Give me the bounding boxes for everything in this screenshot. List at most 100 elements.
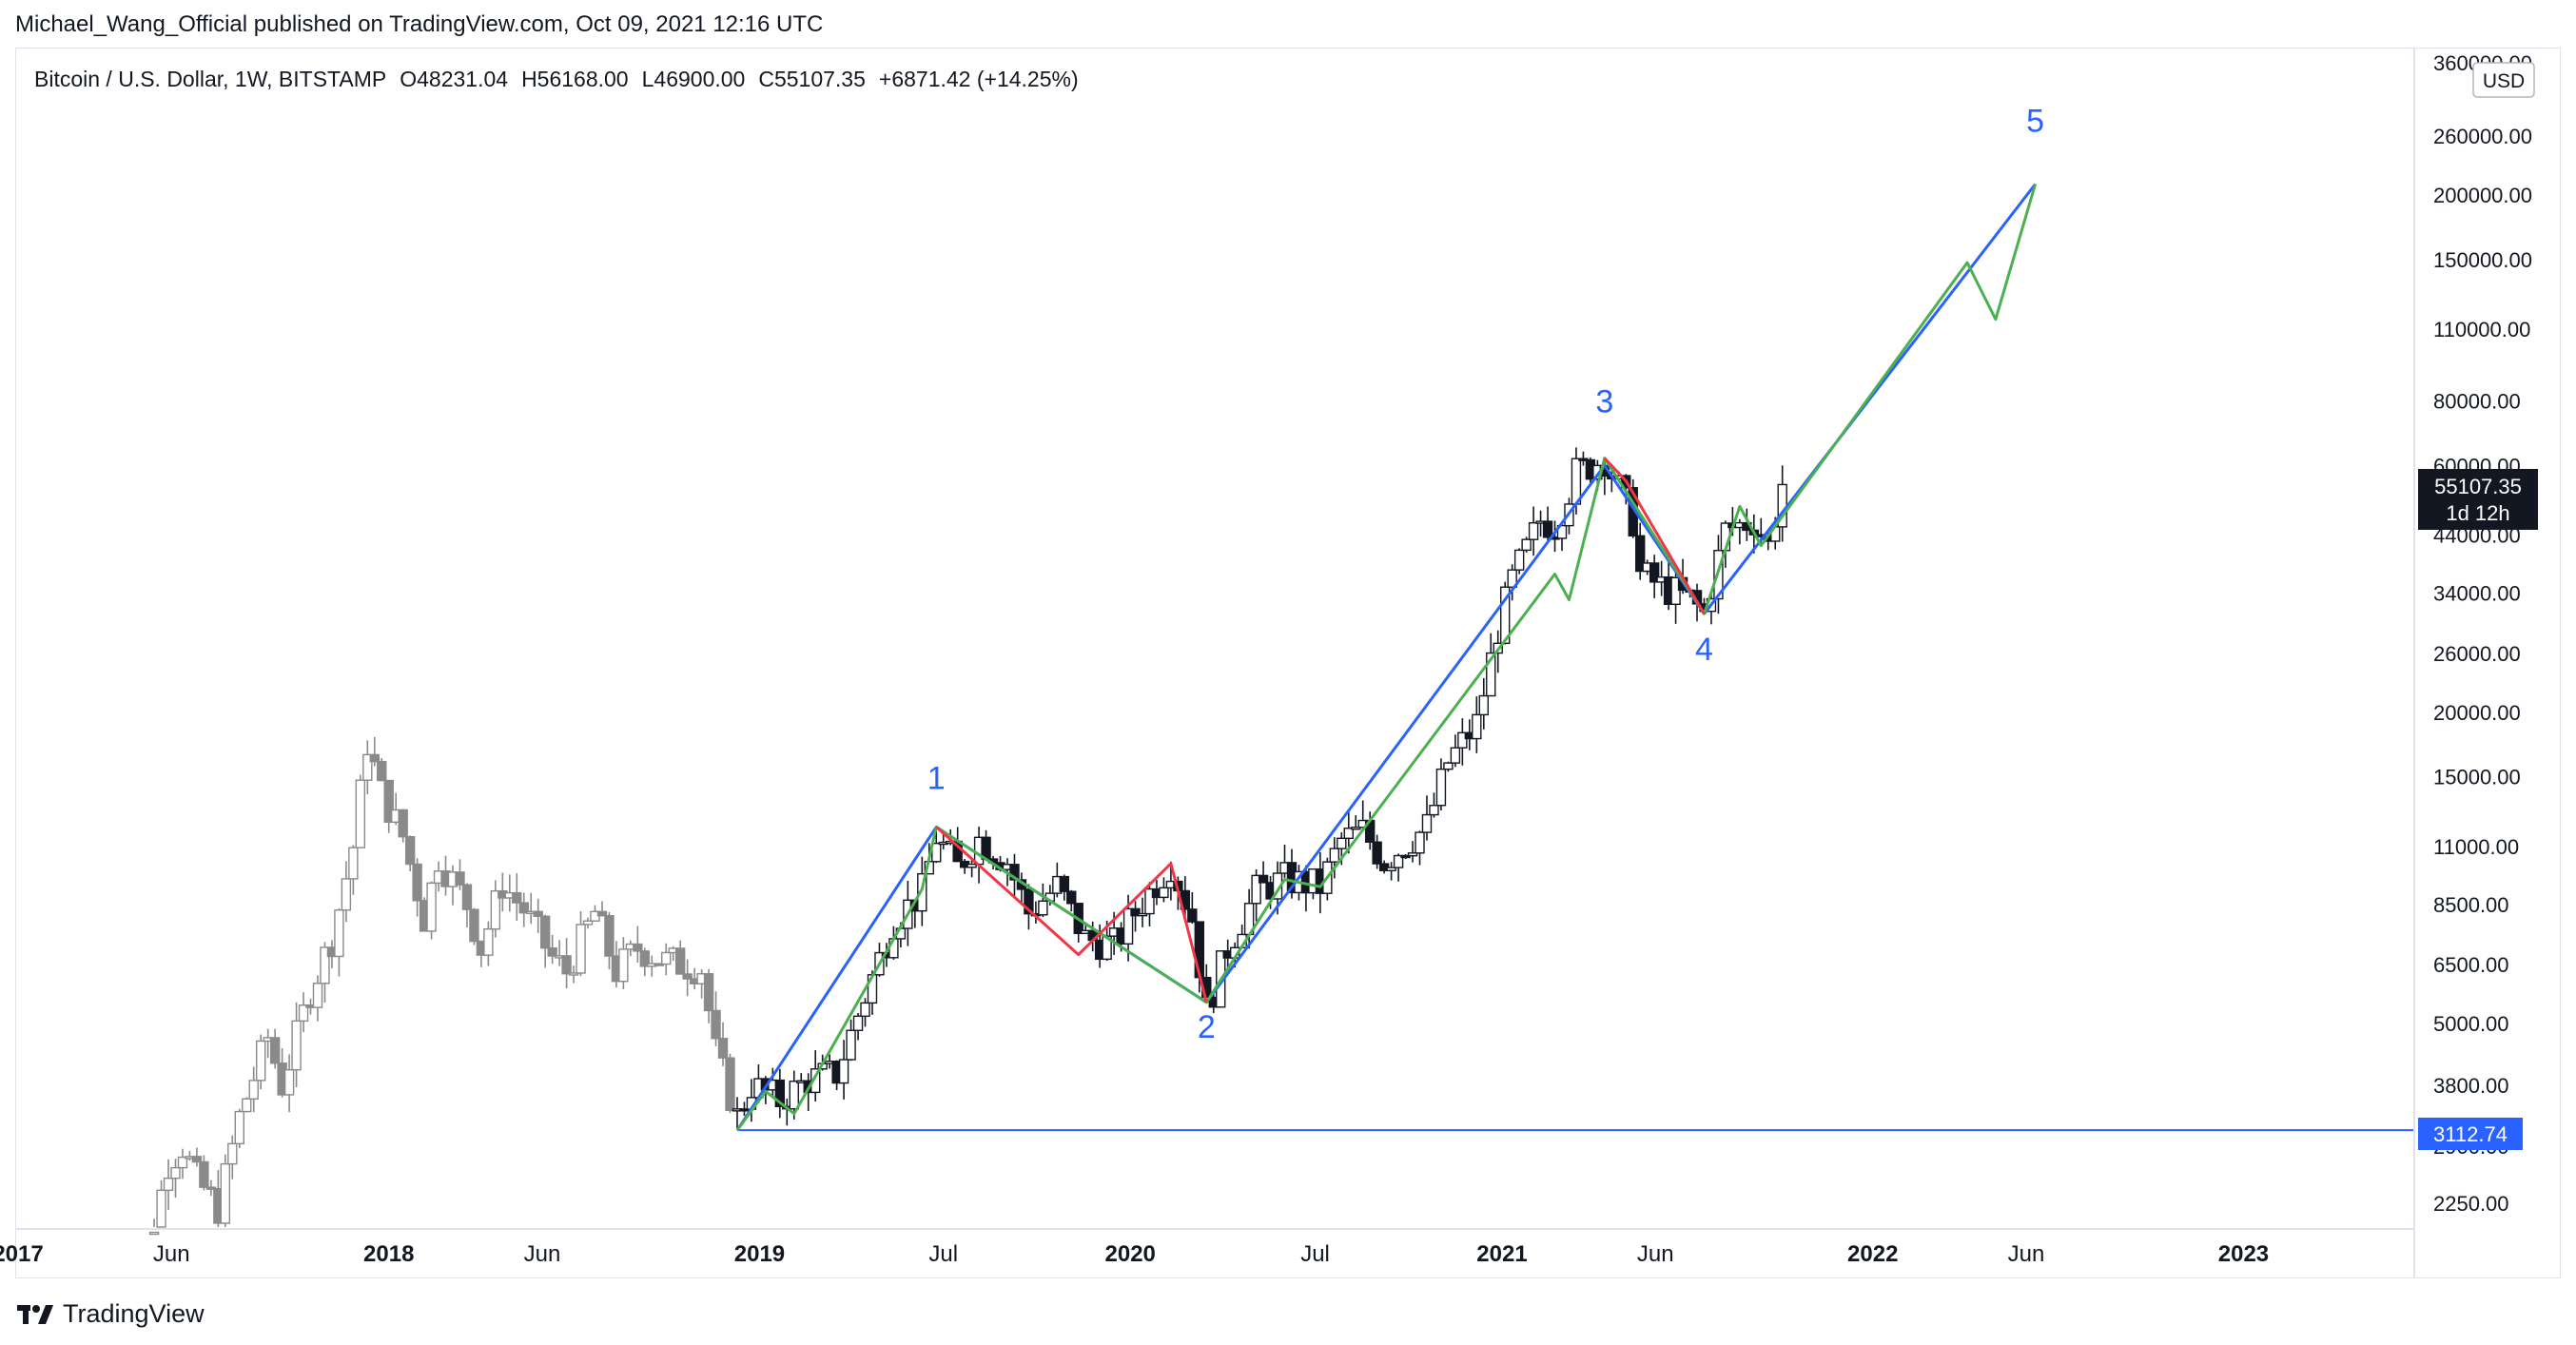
x-tick-label: 2017 xyxy=(0,1241,44,1267)
candle xyxy=(774,1068,786,1119)
candle xyxy=(490,880,501,938)
candle xyxy=(1521,536,1532,553)
y-tick-label: 20000.00 xyxy=(2433,701,2521,725)
y-tick-label: 15000.00 xyxy=(2433,766,2521,789)
candle xyxy=(576,910,586,977)
x-tick-label: 2018 xyxy=(363,1241,414,1267)
candle xyxy=(739,1101,750,1116)
candle xyxy=(320,942,330,1004)
candle xyxy=(711,991,721,1046)
x-tick-label: Jul xyxy=(1300,1241,1330,1267)
x-tick-label: 2023 xyxy=(2218,1241,2269,1267)
wave-label-1: 1 xyxy=(927,761,946,797)
candle xyxy=(547,934,557,965)
candle xyxy=(1635,522,1646,580)
time-axis: 2017 Jun 2018 Jun 2019 Jul 2020 Jul 2021 Jun 2022 J… xyxy=(0,1241,2269,1267)
candle xyxy=(362,740,373,795)
legend-close: C55107.35 xyxy=(758,67,866,91)
candle xyxy=(1513,548,1525,575)
legend-high: H56168.00 xyxy=(521,67,629,91)
candle xyxy=(1500,581,1511,645)
candle xyxy=(539,914,551,968)
candle xyxy=(674,940,686,975)
candle xyxy=(426,881,437,940)
y-tick-label: 150000.00 xyxy=(2433,248,2532,272)
candle xyxy=(618,937,629,990)
candle xyxy=(1507,564,1517,601)
candle xyxy=(1472,696,1482,753)
legend-open: O48231.04 xyxy=(400,67,509,91)
y-tick-label: 5000.00 xyxy=(2433,1012,2509,1036)
candle xyxy=(1130,901,1141,932)
candle xyxy=(291,1002,302,1087)
x-tick-label: Jul xyxy=(928,1241,958,1267)
candle xyxy=(1670,564,1681,624)
wave-line-blue[interactable] xyxy=(735,183,2037,1132)
candle xyxy=(1137,897,1148,927)
candle xyxy=(1251,868,1261,922)
candle xyxy=(661,943,672,976)
candle xyxy=(1059,874,1069,901)
x-tick-label: 2022 xyxy=(1847,1241,1898,1267)
currency-badge[interactable]: USD xyxy=(2472,62,2535,98)
candle xyxy=(412,858,422,917)
candle xyxy=(1024,884,1034,930)
candle xyxy=(604,911,615,970)
candle xyxy=(404,835,416,872)
wave-lines-layer xyxy=(735,183,2038,1132)
candle xyxy=(1443,761,1454,772)
candle xyxy=(1429,792,1439,818)
candle xyxy=(469,907,479,945)
candle xyxy=(255,1034,266,1090)
candle xyxy=(220,1154,231,1227)
candle xyxy=(1400,854,1411,860)
candle xyxy=(518,892,529,927)
y-tick-label: 11000.00 xyxy=(2433,835,2519,859)
candle xyxy=(377,758,387,782)
y-tick-label: 110000.00 xyxy=(2433,318,2530,341)
chart-legend: Bitcoin / U.S. Dollar, 1W, BITSTAMP O4823… xyxy=(34,67,1092,92)
candle xyxy=(227,1135,238,1179)
candle xyxy=(582,917,594,929)
x-tick-label: 2019 xyxy=(734,1241,785,1267)
candle xyxy=(348,845,359,895)
candle xyxy=(455,859,465,890)
candle xyxy=(341,861,352,923)
candle xyxy=(512,873,522,921)
candle xyxy=(1343,811,1354,854)
candle xyxy=(248,1066,259,1113)
candle xyxy=(1421,795,1433,841)
candle xyxy=(596,901,608,917)
wave-line-green[interactable] xyxy=(735,184,2038,1132)
price-axis: 2250.002900.003800.005000.006500.008500.… xyxy=(2433,51,2532,1216)
wave-labels-layer: 1 2 3 4 5 xyxy=(927,104,2044,1045)
x-tick-label: 2020 xyxy=(1105,1241,1156,1267)
candle xyxy=(533,898,543,933)
candle xyxy=(717,1022,729,1066)
candle xyxy=(1415,830,1425,866)
candle xyxy=(234,1108,244,1149)
candle xyxy=(1542,506,1553,541)
last-price-countdown: 1d 12h xyxy=(2446,501,2509,525)
candle xyxy=(355,774,366,848)
wave-line-red[interactable] xyxy=(1603,457,1706,615)
wave-label-4: 4 xyxy=(1695,632,1713,668)
currency-label: USD xyxy=(2483,70,2525,92)
candle xyxy=(1258,861,1269,884)
legend-low: L46900.00 xyxy=(641,67,746,91)
y-tick-label: 26000.00 xyxy=(2433,642,2521,666)
candle xyxy=(1556,521,1568,552)
candle xyxy=(1486,633,1496,697)
footer-brand[interactable]: TradingView xyxy=(17,1299,205,1329)
candle xyxy=(1351,815,1361,830)
x-tick-label: Jun xyxy=(2008,1241,2045,1267)
candle xyxy=(1393,853,1404,882)
candle xyxy=(1450,734,1461,768)
wave-label-2: 2 xyxy=(1198,1009,1216,1045)
legend-change: +6871.42 (+14.25%) xyxy=(878,67,1079,91)
candle xyxy=(1329,837,1340,879)
x-tick-label: 2021 xyxy=(1476,1241,1527,1267)
tradingview-logo-icon xyxy=(17,1303,55,1326)
wave-line-red[interactable] xyxy=(935,826,1208,1004)
